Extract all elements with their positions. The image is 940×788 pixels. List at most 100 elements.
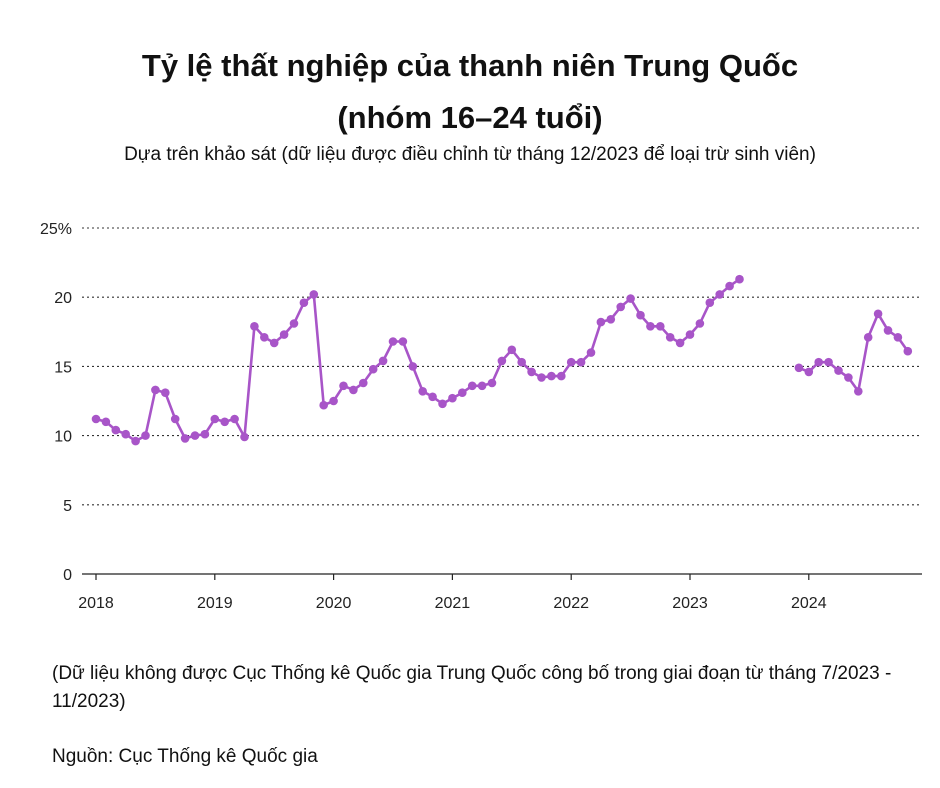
data-point	[398, 337, 408, 346]
chart-subtitle: Dựa trên khảo sát (dữ liệu được điều chỉ…	[124, 144, 816, 165]
data-point	[537, 373, 546, 382]
data-point	[863, 333, 873, 342]
data-point	[170, 414, 180, 424]
chart-title: Tỷ lệ thất nghiệp của thanh niên Trung Q…	[0, 40, 940, 144]
y-tick-label: 0	[63, 567, 72, 584]
chart-title-line2: (nhóm 16–24 tuổi)	[337, 100, 603, 135]
data-point	[299, 298, 309, 307]
data-point	[477, 381, 487, 391]
data-point	[883, 326, 893, 335]
data-point	[220, 417, 229, 427]
data-point	[854, 387, 863, 396]
data-point	[606, 315, 616, 324]
data-point	[240, 432, 249, 442]
data-point	[151, 385, 160, 395]
data-point	[616, 302, 625, 312]
data-point	[418, 387, 428, 396]
data-point	[210, 414, 220, 424]
data-point	[646, 322, 655, 331]
data-point	[705, 298, 715, 307]
data-point	[725, 281, 734, 291]
x-tick-label: 2024	[791, 595, 827, 612]
data-point	[665, 333, 675, 342]
data-point	[378, 356, 388, 366]
data-point	[487, 378, 497, 388]
data-point	[408, 362, 418, 371]
y-tick-label: 15	[54, 359, 72, 376]
data-point	[794, 363, 804, 373]
data-point	[596, 317, 606, 327]
data-point	[349, 385, 358, 395]
y-tick-label: 25%	[40, 221, 72, 238]
data-point	[824, 357, 833, 367]
data-point	[636, 310, 645, 320]
data-point	[448, 393, 457, 403]
data-point	[497, 356, 507, 366]
data-point	[715, 290, 724, 299]
data-point	[656, 322, 665, 331]
data-point	[269, 338, 279, 348]
data-point	[91, 414, 101, 424]
y-tick-label: 10	[54, 429, 72, 446]
data-point	[428, 392, 437, 402]
y-tick-label: 5	[63, 498, 72, 515]
data-point	[576, 357, 586, 367]
source-credit: Nguồn: Cục Thống kê Quốc gia	[52, 746, 318, 767]
data-point	[507, 345, 517, 355]
data-point	[111, 425, 121, 435]
data-point	[458, 388, 467, 397]
data-point	[566, 357, 576, 367]
x-tick-label: 2023	[672, 595, 708, 612]
data-point	[289, 319, 299, 328]
data-point	[893, 333, 903, 342]
data-point	[230, 414, 239, 424]
x-tick-label: 2021	[435, 595, 471, 612]
data-point	[250, 322, 259, 331]
data-point	[547, 371, 556, 381]
x-tick-label: 2019	[197, 595, 233, 612]
data-point	[675, 338, 685, 348]
data-point	[260, 333, 269, 342]
axes: 0 5 10 15 20 25% 2018 2019 2020 2021 2022 2023 2024	[40, 221, 922, 612]
data-point	[844, 373, 853, 382]
data-point	[339, 381, 348, 391]
data-point	[200, 429, 210, 439]
chart-title-line1: Tỷ lệ thất nghiệp của thanh niên Trung Q…	[141, 48, 799, 83]
y-tick-label: 20	[54, 290, 72, 307]
data-point	[141, 431, 150, 440]
data-point	[804, 367, 814, 377]
data-point	[626, 294, 635, 303]
x-tick-label: 2022	[553, 595, 589, 612]
data-point	[309, 290, 319, 299]
data-point	[467, 381, 477, 391]
data-point	[685, 330, 695, 339]
data-point	[735, 274, 744, 284]
data-point	[359, 378, 368, 388]
data-point	[873, 309, 883, 319]
series-line	[95, 278, 741, 443]
data-point	[903, 346, 913, 356]
data-point	[190, 431, 200, 440]
data-point	[586, 348, 596, 357]
x-tick-label: 2018	[78, 595, 114, 612]
data-point	[557, 371, 566, 381]
data-point	[131, 436, 140, 446]
x-tick-label: 2020	[316, 595, 352, 612]
data-point	[368, 364, 378, 374]
line-chart: 0 5 10 15 20 25% 2018 2019 2020 2021 2022 2023 2024	[40, 221, 922, 612]
data-points	[91, 274, 913, 446]
data-point	[438, 399, 447, 409]
data-point	[180, 434, 190, 443]
data-point	[388, 337, 398, 346]
data-point	[121, 429, 130, 439]
data-point	[101, 417, 111, 427]
data-point	[814, 357, 823, 367]
data-point	[695, 319, 705, 328]
data-point	[517, 357, 526, 367]
data-point	[834, 366, 843, 375]
data-point	[319, 400, 329, 410]
data-point	[279, 330, 289, 339]
series-line	[798, 312, 909, 393]
data-point	[527, 367, 536, 377]
grid-lines	[82, 227, 922, 506]
